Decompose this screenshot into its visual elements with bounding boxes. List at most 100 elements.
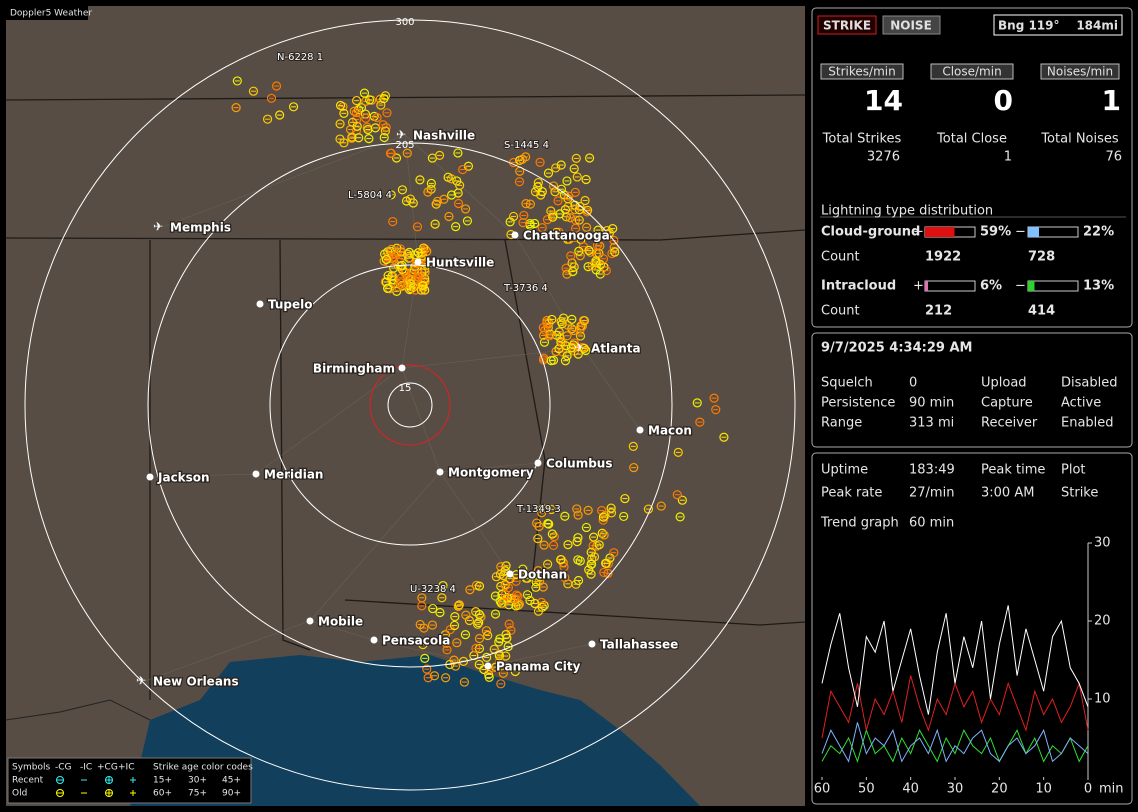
strike-symbol [454,600,464,610]
strike-symbol [583,262,593,272]
strike-symbol [372,112,382,123]
airport-icon: ✈ [396,128,406,142]
strike-symbol [339,138,349,148]
setting: Disabled [1061,376,1117,391]
legend-type: -CG [55,763,72,773]
city-label: Memphis [170,221,231,235]
strike-symbol [675,512,685,522]
strike-symbol [548,212,558,222]
legend-symbol [56,776,64,784]
strike-symbol [459,677,470,687]
strike-symbol [474,659,484,670]
strike-symbol [471,643,481,653]
strike-symbol [450,661,461,671]
strike-symbol [494,651,504,661]
strike-symbol [504,619,514,629]
strike-symbol [275,110,285,120]
strike-symbol [561,341,571,351]
strike-symbol [455,180,465,190]
city-label: Dothan [518,568,567,582]
strike-symbol [347,132,357,142]
strike-symbol [391,153,402,163]
strike-symbol [677,495,687,505]
city-label: Atlanta [591,342,641,356]
stat: 27/min [909,486,954,501]
strike-symbol [563,539,573,550]
strike-symbol [521,199,531,209]
airport-icon: ✈ [574,341,584,355]
strike-symbol [460,204,471,214]
strike-symbol [672,490,682,500]
strike-symbol [570,205,580,215]
legend-type: +IC [118,763,134,773]
strike-symbol [570,223,581,233]
strike-symbol [494,637,504,647]
strike-symbol [380,126,390,136]
storm-label: N-6228 1 [277,52,323,63]
strike-symbol [562,269,572,279]
strike-symbol [508,211,519,222]
map-title: Doppler5 Weather [10,9,92,19]
legend-symbol [105,789,113,797]
strike-symbol [518,564,528,574]
strike-symbol [339,108,349,118]
x-tick-label: 60 [814,782,831,797]
strike-symbol [434,150,445,160]
legend-type: -IC [80,763,92,773]
age-code: 15+ [153,776,172,786]
count-label: Count [821,250,860,265]
strike-symbol [441,673,451,683]
storm-label: T-1349 3 [516,504,561,515]
strike-symbol [609,235,619,245]
strike-symbol [496,562,506,572]
strike-symbol [422,664,432,674]
strike-symbol [418,640,428,650]
right-panel [811,7,1133,805]
strike-symbol [351,107,362,118]
strike-symbol [585,247,595,257]
strike-symbol [587,261,597,271]
strike-symbol [530,218,540,229]
legend-type: +CG [97,763,118,773]
strike-symbol [539,600,549,611]
strike-symbol [444,211,454,222]
dist-label: Intracloud [821,279,896,294]
strike-symbol [490,609,501,619]
dist-count: 414 [1028,304,1055,319]
strike-symbol [262,114,273,124]
map [6,6,805,806]
total-label: Total Close [936,132,1007,147]
strike-symbol [551,227,561,237]
strike-symbol [531,582,541,592]
stat: Peak time [981,463,1045,478]
strike-symbol [587,554,597,564]
strike-symbol [556,554,566,565]
strike-symbol [629,462,639,473]
strike-symbol [565,213,575,223]
strike-symbol [442,645,452,655]
setting: Enabled [1061,416,1114,431]
strike-symbol [418,245,428,255]
city-label: Mobile [318,615,363,629]
strike-symbol [381,254,391,265]
strike-symbol [354,105,364,115]
dist-percent: 13% [1083,279,1114,294]
strike-symbol [271,81,282,91]
strike-symbol [383,270,393,281]
age-code: 90+ [222,789,241,799]
strike-symbol [452,638,462,648]
strike-symbol [558,558,568,568]
setting: Squelch [821,376,873,391]
strike-symbol [473,619,483,629]
strike-symbol [266,93,277,103]
strike-symbol [426,178,436,188]
strike-symbol [387,244,397,254]
strike-symbol [437,593,447,603]
strike-symbol [474,609,485,620]
strike-symbol [423,187,433,197]
city-dot [256,300,264,308]
airport-icon: ✈ [153,220,163,234]
city-label: Tupelo [268,298,313,312]
strike-symbol [575,331,586,341]
age-code: 60+ [153,789,172,799]
